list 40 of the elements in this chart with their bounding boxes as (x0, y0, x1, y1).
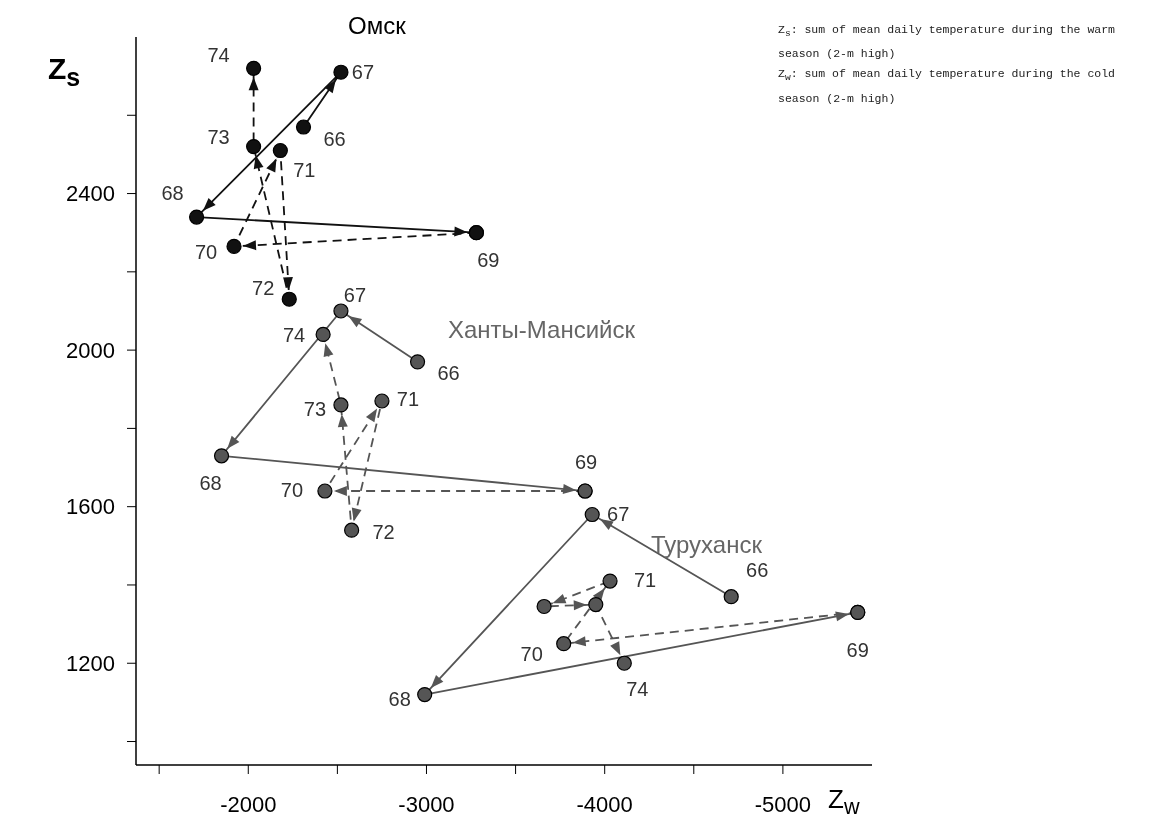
annotation: 73 (207, 125, 230, 148)
annotation: 70 (520, 642, 543, 665)
annotation: 67 (343, 283, 367, 306)
annotation: 68 (161, 182, 184, 205)
annotation: 66 (746, 558, 769, 581)
series-label: Омск (348, 12, 406, 40)
annotation: 74 (282, 324, 306, 347)
annotation: 68 (388, 687, 411, 710)
annotation: 72 (252, 277, 275, 300)
annotation: 66 (323, 128, 346, 151)
y-tick-label: 2400 (66, 181, 115, 207)
annotation: 69 (574, 451, 598, 474)
annotation: 71 (633, 569, 657, 592)
annotation: Z$_{w}$: sum of mean daily temperature during the cold season (2-m high) (778, 66, 1116, 107)
annotation: 74 (626, 678, 649, 701)
x-tick-label: -5000 (754, 791, 812, 817)
annotation: 72 (372, 521, 395, 544)
y-tick-label: 1600 (66, 494, 115, 520)
annotation: Z$_{s}$: sum of mean daily temperature during the warm season (2-m high) (778, 22, 1116, 63)
annotation: 73 (303, 397, 327, 420)
x-axis-title: Z$_{w}$ (828, 784, 860, 821)
annotation: 70 (280, 479, 304, 502)
annotation: 66 (437, 361, 460, 384)
y-tick-label: 1200 (66, 651, 115, 677)
annotation: 69 (846, 639, 869, 662)
series-label: Ханты-Мансийск (448, 316, 636, 344)
annotation: 71 (396, 387, 420, 410)
x-tick-label: -4000 (576, 791, 633, 817)
x-tick-label: -2000 (220, 791, 277, 817)
y-axis-title: Z$_{s}$ (48, 52, 81, 92)
series-label: Туруханск (651, 531, 762, 559)
annotation: 67 (351, 61, 375, 84)
annotation: 70 (194, 241, 218, 264)
y-tick-label: 2000 (66, 337, 115, 363)
annotation: 69 (477, 248, 500, 271)
annotation: 68 (199, 471, 222, 494)
annotation: 74 (207, 44, 230, 67)
annotation: 71 (293, 159, 316, 182)
x-tick-label: -3000 (398, 791, 455, 817)
annotation: 67 (607, 503, 630, 526)
